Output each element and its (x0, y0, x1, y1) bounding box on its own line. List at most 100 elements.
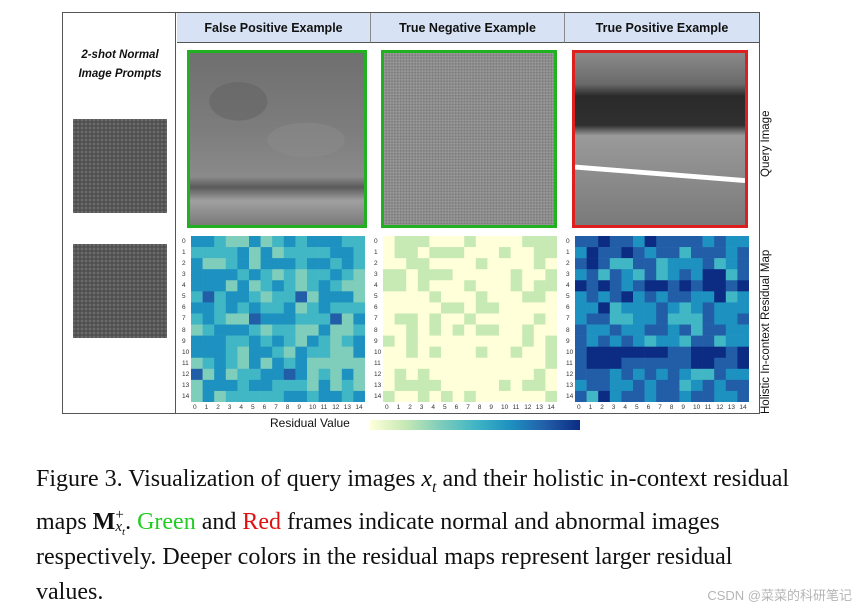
x-tick-label: 11 (704, 404, 712, 411)
heatmap-cell (191, 335, 203, 347)
heatmap-cell (487, 302, 500, 314)
heatmap-cell (295, 258, 308, 270)
heatmap-cell (510, 280, 523, 292)
y-tick-label: 10 (374, 348, 382, 356)
heatmap-cell (545, 390, 557, 402)
heatmap-cell (383, 379, 395, 392)
heatmap-cell (702, 280, 715, 292)
heatmap-cell (318, 236, 331, 248)
y-tick-label: 6 (566, 304, 570, 312)
heatmap-cell (464, 390, 477, 402)
heatmap-cell (633, 313, 645, 325)
heatmap-cell (499, 291, 511, 303)
heatmap-cell (417, 313, 430, 325)
caption-var-x: x (421, 466, 433, 492)
heatmap-cell (225, 346, 238, 359)
heatmap-cell (691, 368, 703, 381)
caption-sub-xt-t: t (122, 525, 126, 538)
heatmap-cell (702, 236, 715, 248)
heatmap-cell (429, 247, 442, 259)
heatmap-cell (725, 324, 738, 336)
heatmap-cell (330, 269, 343, 281)
row-label-residual-map: Holistic In-context Residual Map (760, 249, 772, 414)
x-tick-label: 8 (669, 404, 674, 411)
heatmap-cell (575, 390, 587, 402)
heatmap-cell (341, 269, 354, 281)
heatmap-cell (691, 236, 703, 248)
heatmap-cell (394, 335, 407, 347)
x-tick-label: 5 (635, 404, 639, 411)
heatmap-cell (341, 247, 354, 259)
heatmap-cell (575, 324, 587, 336)
y-tick-label: 1 (182, 249, 186, 257)
heatmap-cell (725, 335, 738, 347)
heatmap-cell (499, 258, 511, 270)
residual-map-false-positive (191, 236, 365, 402)
heatmap-cell (691, 379, 703, 392)
heatmap-cell (667, 291, 680, 303)
caption-sub-t: t (432, 478, 437, 496)
heatmap-cell (475, 379, 488, 392)
heatmap-cell (510, 346, 523, 359)
heatmap-cell (353, 324, 365, 336)
heatmap-cell (202, 280, 215, 292)
heatmap-cell (417, 379, 430, 392)
heatmap-cell (714, 346, 727, 359)
heatmap-cell (237, 247, 250, 259)
heatmap-cell (545, 258, 557, 270)
heatmap-cell (633, 258, 645, 270)
heatmap-cell (191, 302, 203, 314)
heatmap-cell (522, 247, 535, 259)
heatmap-cell (510, 236, 523, 248)
y-tick-label: 5 (566, 293, 570, 301)
heatmap-cell (510, 302, 523, 314)
heatmap-cell (225, 269, 238, 281)
heatmap-cell (353, 269, 365, 281)
heatmap-cell (406, 269, 419, 281)
heatmap-cell (702, 313, 715, 325)
heatmap-cell (307, 335, 319, 347)
x-tick-label: 14 (547, 404, 555, 411)
heatmap-cell (307, 236, 319, 248)
heatmap-cell (214, 324, 227, 336)
heatmap-cell (191, 368, 203, 381)
heatmap-cell (283, 247, 296, 259)
heatmap-cell (586, 258, 599, 270)
heatmap-cell (499, 302, 511, 314)
heatmap-cell (260, 379, 273, 392)
heatmap-cell (295, 368, 308, 381)
y-tick-label: 5 (374, 293, 378, 301)
heatmap-cell (283, 269, 296, 281)
heatmap-cell (656, 379, 669, 392)
heatmap-cell (545, 357, 557, 370)
heatmap-cell (499, 357, 511, 370)
heatmap-cell (499, 335, 511, 347)
heatmap-cell (679, 379, 692, 392)
prompt-title: 2-shot Normal Image Prompts (64, 46, 176, 84)
x-tick-label: 8 (477, 404, 482, 411)
heatmap-cell (522, 368, 535, 381)
heatmap-cell (667, 302, 680, 314)
heatmap-cell (644, 346, 657, 359)
y-tick-label: 14 (374, 392, 382, 400)
heatmap-cell (609, 291, 622, 303)
heatmap-cell (249, 313, 261, 325)
heatmap-cell (545, 368, 557, 381)
heatmap-cell (225, 236, 238, 248)
x-tick-label: 5 (251, 404, 255, 411)
heatmap-cell (330, 291, 343, 303)
heatmap-cell (214, 379, 227, 392)
heatmap-cell (656, 368, 669, 381)
heatmap-cell (609, 313, 622, 325)
y-tick-label: 1 (374, 249, 378, 257)
heatmap-cell (598, 335, 611, 347)
heatmap-cell (330, 379, 343, 392)
heatmap-cell (452, 291, 465, 303)
x-tick-label: 7 (274, 404, 278, 411)
heatmap-cell (737, 236, 749, 248)
heatmap-cell (510, 379, 523, 392)
heatmap-cell (394, 313, 407, 325)
heatmap-cell (702, 379, 715, 392)
heatmap-cell (406, 291, 419, 303)
heatmap-cell (406, 390, 419, 402)
